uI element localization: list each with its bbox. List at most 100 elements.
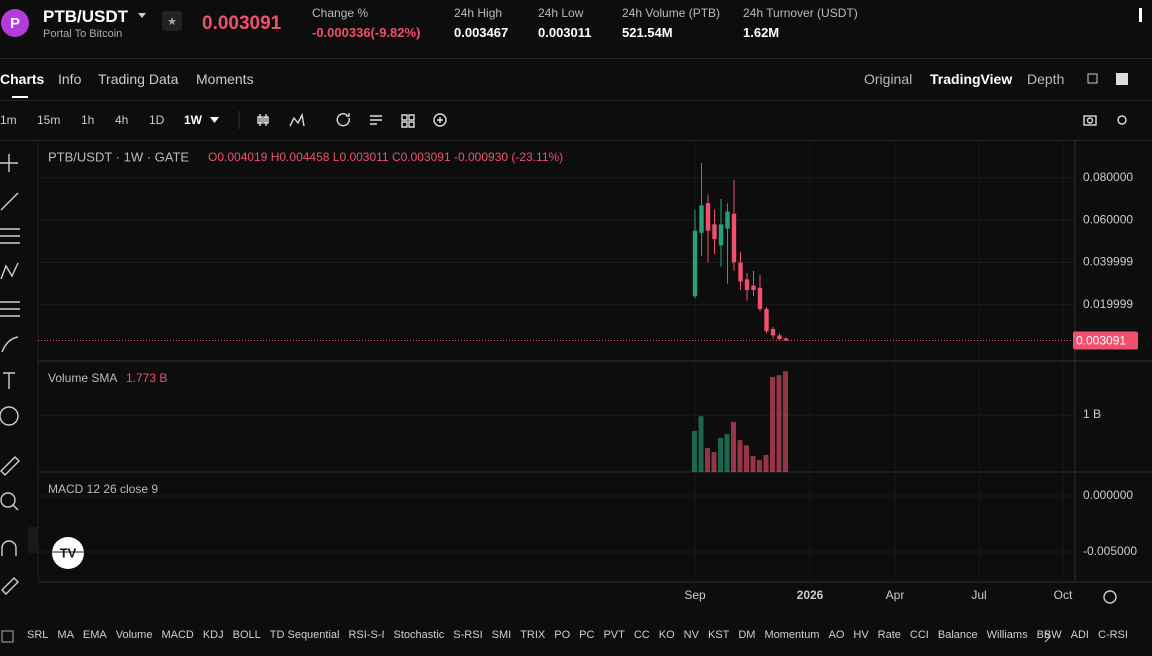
volume-bar <box>776 375 782 472</box>
collapse-toolbar[interactable] <box>28 527 38 553</box>
drawing-tools[interactable] <box>0 154 20 595</box>
interval[interactable]: 1D <box>149 113 165 127</box>
indicator[interactable]: NV <box>683 629 699 641</box>
tab[interactable]: Info <box>58 71 82 87</box>
symbol-caret[interactable] <box>138 13 146 18</box>
stat-label: 24h High <box>454 6 503 20</box>
last-price-label: 0.003091 <box>1076 334 1126 348</box>
indicator[interactable]: Momentum <box>764 629 820 641</box>
favorite-star: ★ <box>167 16 177 28</box>
indicator[interactable]: BOLL <box>232 629 261 641</box>
interval-caret[interactable] <box>210 117 219 123</box>
axis-settings[interactable] <box>1103 590 1117 604</box>
indicator[interactable]: SMI <box>491 629 512 641</box>
divider <box>0 100 1152 101</box>
favorite-button[interactable] <box>162 11 182 31</box>
interval[interactable]: 4h <box>115 113 129 127</box>
tradingview-logo: TV <box>60 545 77 560</box>
indicator[interactable]: CCI <box>909 629 929 641</box>
x-tick-label: Jul <box>971 588 986 602</box>
logo-glyph: P <box>10 15 20 32</box>
indicator[interactable]: KDJ <box>202 629 224 641</box>
layout-icon[interactable] <box>1116 73 1128 85</box>
view-option[interactable]: Original <box>864 71 913 87</box>
indicator[interactable]: Volume <box>115 629 153 641</box>
indicator[interactable]: EMA <box>82 629 107 641</box>
stat-label: 24h Low <box>538 6 584 20</box>
indicator-bar: SRL MA EMA Volume MACD KDJ BOLL TD Sequential RS… <box>27 629 1128 641</box>
indicator[interactable]: DM <box>738 629 756 641</box>
indicator[interactable]: SRL <box>27 629 49 641</box>
volume-bar <box>698 416 704 472</box>
fullscreen-icon[interactable] <box>1087 73 1098 84</box>
volume-bar <box>770 376 775 472</box>
volume-bar <box>705 448 710 472</box>
candle-body <box>712 224 717 240</box>
tab-underline <box>12 96 28 98</box>
candle-body <box>744 279 750 290</box>
candle-body <box>751 285 756 290</box>
volume-sma: 1.773 B <box>126 371 167 385</box>
indicator[interactable]: ADI <box>1070 629 1089 641</box>
indicator[interactable]: Williams <box>986 629 1028 641</box>
tab[interactable]: Charts <box>0 71 45 87</box>
tab[interactable]: Moments <box>196 71 254 87</box>
toolbar-icons[interactable] <box>257 112 1127 128</box>
last-price-box <box>1073 331 1138 350</box>
candle-body <box>705 203 711 231</box>
interval[interactable]: 1W <box>184 113 202 127</box>
x-tick-label: Oct <box>1054 588 1073 602</box>
indicator-panel-icon[interactable] <box>1 630 14 643</box>
interval[interactable]: 15m <box>37 113 61 127</box>
indicator[interactable]: Stochastic <box>393 629 445 641</box>
candle-body <box>725 211 730 229</box>
candle-body <box>783 338 789 341</box>
indicator[interactable]: HV <box>853 629 869 641</box>
view-option[interactable]: TradingView <box>930 71 1013 87</box>
x-tick-label: Sep <box>684 588 706 602</box>
volume-bar <box>724 433 730 472</box>
volume-bar <box>737 440 743 472</box>
logo <box>1 9 29 37</box>
menu-icon[interactable] <box>1139 8 1142 22</box>
indicator[interactable]: PC <box>579 629 595 641</box>
indicator[interactable]: RSI-S-I <box>348 629 385 641</box>
price-tick-label: 0.019999 <box>1083 297 1133 311</box>
stat-value: -0.000336(-9.82%) <box>312 25 421 40</box>
indicator[interactable]: CC <box>633 629 650 641</box>
candle-body <box>738 262 743 282</box>
interval[interactable]: 1m <box>0 113 17 127</box>
indicator-scroll[interactable] <box>1044 631 1051 643</box>
legend-ohlc: O0.004019 H0.004458 L0.003011 C0.003091 … <box>208 150 563 164</box>
candle-body <box>718 224 724 246</box>
candle-body <box>770 329 776 336</box>
indicator[interactable]: MA <box>57 629 74 641</box>
symbol[interactable]: PTB/USDT <box>43 7 128 26</box>
stat-label: Change % <box>312 6 369 20</box>
last-price: 0.003091 <box>202 13 282 34</box>
indicator[interactable]: TD Sequential <box>269 629 340 641</box>
indicator[interactable]: Balance <box>937 629 978 641</box>
indicator[interactable]: S-RSI <box>453 629 483 641</box>
volume-bar <box>763 454 769 472</box>
tab[interactable]: Trading Data <box>98 71 179 87</box>
view-option[interactable]: Depth <box>1027 71 1065 87</box>
indicator[interactable]: C-RSI <box>1098 629 1128 641</box>
indicator[interactable]: Rate <box>877 629 901 641</box>
indicator[interactable]: KST <box>707 629 730 641</box>
indicator[interactable]: AO <box>828 629 845 641</box>
indicator[interactable]: TRIX <box>520 629 546 641</box>
indicator[interactable]: KO <box>658 629 675 641</box>
indicator[interactable]: PVT <box>603 629 625 641</box>
macd-tick-label: -0.005000 <box>1083 544 1137 558</box>
volume-bar <box>757 460 762 472</box>
interval[interactable]: 1h <box>81 113 95 127</box>
indicator[interactable]: BBW <box>1036 629 1062 641</box>
indicator[interactable]: PO <box>554 629 571 641</box>
candle-body <box>692 230 698 297</box>
indicator[interactable]: MACD <box>161 629 194 641</box>
macd-legend: MACD 12 26 close 9 <box>48 482 158 496</box>
stat-label: 24h Turnover (USDT) <box>743 6 858 20</box>
